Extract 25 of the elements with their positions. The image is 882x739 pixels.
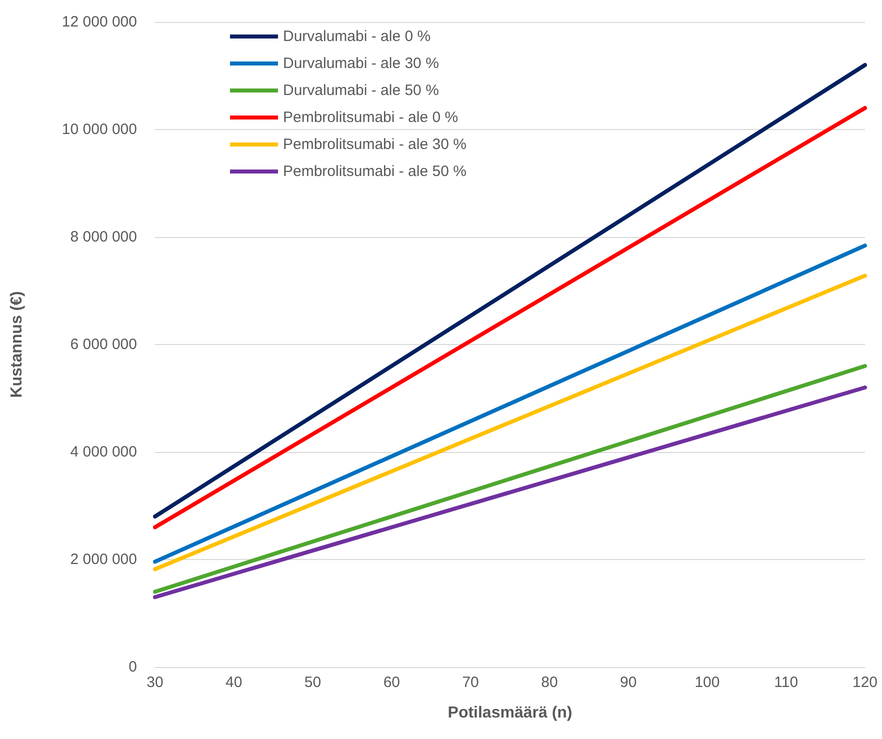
- x-tick-label: 100: [694, 674, 720, 691]
- y-tick-label: 12 000 000: [62, 14, 137, 30]
- y-tick-label: 8 000 000: [70, 228, 137, 246]
- x-tick-label: 70: [462, 674, 479, 691]
- x-tick-label: 40: [226, 674, 242, 691]
- y-tick-label: 4 000 000: [70, 444, 137, 460]
- x-tick-label: 50: [304, 674, 322, 691]
- y-tick-label: 2 000 000: [70, 551, 137, 568]
- y-tick-label: 6 000 000: [70, 336, 137, 353]
- legend-label: Pembrolitsumabi - ale 30 %: [283, 136, 466, 153]
- x-tick-label: 80: [541, 674, 558, 691]
- x-tick-label: 90: [620, 674, 637, 691]
- y-tick-label: 10 000 000: [62, 121, 137, 138]
- y-axis-title: Kustannus (€): [8, 291, 26, 398]
- x-axis-title: Potilasmäärä (n): [448, 704, 572, 722]
- x-tick-label: 110: [774, 674, 798, 691]
- x-tick-label: 30: [146, 674, 164, 691]
- legend-label: Durvalumabi - ale 50 %: [283, 82, 439, 99]
- legend-label: Pembrolitsumabi - ale 50 %: [283, 163, 466, 180]
- legend-label: Pembrolitsumabi - ale 0 %: [283, 109, 458, 126]
- x-tick-label: 60: [383, 674, 400, 691]
- legend-label: Durvalumabi - ale 0 %: [283, 28, 431, 45]
- legend-label: Durvalumabi - ale 30 %: [283, 55, 439, 72]
- x-tick-label: 120: [852, 674, 878, 691]
- y-tick-label: 0: [128, 658, 137, 676]
